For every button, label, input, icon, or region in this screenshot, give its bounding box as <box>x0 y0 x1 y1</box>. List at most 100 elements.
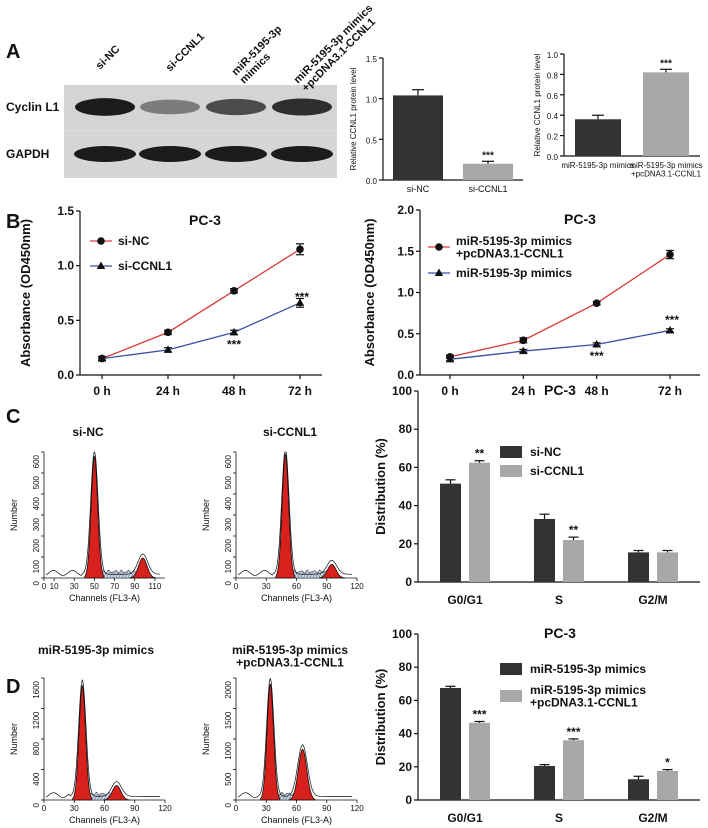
x-category-label: G2/M <box>638 593 667 607</box>
y-axis-label: Number <box>9 499 19 531</box>
x-axis-label: Channels (FL3-A) <box>69 593 140 603</box>
y-tick-label: 0 <box>32 802 41 807</box>
data-point-circle <box>296 245 304 254</box>
x-category-label: G0/G1 <box>447 811 483 825</box>
bar <box>469 462 490 582</box>
x-tick-label: 72 h <box>288 384 312 398</box>
significance-mark: *** <box>227 338 241 352</box>
significance-mark: *** <box>482 150 494 161</box>
legend-swatch <box>500 690 522 702</box>
y-tick-label: 800 <box>32 741 41 755</box>
s-phase-hatch <box>306 572 310 579</box>
data-point-triangle <box>592 339 601 348</box>
histogram-title: si-CCNL1 <box>263 425 317 439</box>
y-tick-label: 500 <box>224 772 233 786</box>
data-point-triangle <box>295 298 305 306</box>
gapdh-band <box>74 146 136 162</box>
y-tick-label: 0.4 <box>547 112 559 121</box>
x-tick-label: 48 h <box>222 384 246 398</box>
series-line <box>449 254 671 358</box>
y-tick-label: 0 <box>224 802 233 807</box>
y-tick-label: 60 <box>399 693 413 707</box>
s-phase-hatch <box>303 572 307 579</box>
histogram-outline <box>45 451 160 576</box>
significance-mark: ** <box>569 523 579 537</box>
x-tick-label: 0 h <box>93 384 110 398</box>
bar <box>657 552 678 582</box>
y-tick-label: 80 <box>399 422 413 436</box>
cyclin-band <box>206 98 266 116</box>
legend-marker <box>97 237 105 245</box>
y-tick-label: 1600 <box>32 680 41 698</box>
bar <box>657 770 678 800</box>
y-axis-label: Number <box>9 723 19 755</box>
bar <box>628 552 649 582</box>
significance-mark: *** <box>472 707 486 721</box>
y-tick-label: 0 <box>405 793 412 807</box>
histogram-outline <box>45 679 160 798</box>
y-tick-label: 0.5 <box>366 136 378 145</box>
bar <box>563 740 584 800</box>
y-tick-label: 300 <box>32 517 41 531</box>
y-axis-label: Distribution (%) <box>373 438 388 535</box>
x-tick-label: 120 <box>350 804 364 813</box>
data-point-triangle <box>163 345 173 353</box>
data-point-circle <box>519 336 528 345</box>
lane-label: miR-5195-3p mimics+pcDNA3.1-CCNL1 <box>292 2 384 94</box>
legend-swatch <box>500 663 522 675</box>
histogram-outline <box>237 678 352 798</box>
x-tick-label: 48 h <box>585 384 609 398</box>
x-tick-label: 110 <box>149 582 162 591</box>
g2-peak <box>289 748 316 801</box>
y-tick-label: 0 <box>32 580 41 585</box>
series-line <box>101 248 301 360</box>
y-axis-label: Absorbance (OD450nm) <box>18 219 33 367</box>
data-point-triangle <box>97 354 107 362</box>
x-tick-label: 0 <box>234 804 239 813</box>
y-tick-label: 20 <box>399 760 413 774</box>
row-label-cyclin-l1: Cyclin L1 <box>6 100 60 114</box>
y-tick-label: 60 <box>399 460 413 474</box>
bar <box>440 483 461 582</box>
data-point-triangle <box>519 346 528 355</box>
y-tick-label: 0.6 <box>547 92 559 101</box>
cyclin-band <box>75 98 135 116</box>
series-line <box>101 302 301 360</box>
y-axis-label: Absorbance (OD450nm) <box>362 218 377 366</box>
y-tick-label: 400 <box>224 496 233 510</box>
y-tick-label: 0.0 <box>397 368 414 382</box>
x-tick-label: 90 <box>322 804 331 813</box>
x-category-label: G2/M <box>638 811 667 825</box>
y-axis-label: Number <box>201 499 211 531</box>
x-axis-label: Channels (FL3-A) <box>261 593 332 603</box>
y-tick-label: 0.0 <box>57 368 74 382</box>
y-tick-label: 0.2 <box>547 133 559 142</box>
g2-peak <box>129 557 157 579</box>
y-tick-label: 300 <box>224 517 233 531</box>
y-axis-label: Distribution (%) <box>373 669 388 766</box>
legend-label: si-NC <box>530 445 562 459</box>
y-tick-label: 100 <box>392 627 412 641</box>
y-tick-label: 1.5 <box>366 55 378 64</box>
western-blot <box>64 85 337 178</box>
s-phase-hatch <box>315 572 319 579</box>
chart-title: PC-3 <box>544 625 576 641</box>
g2-peak <box>318 563 346 579</box>
significance-mark: *** <box>590 349 604 363</box>
legend-marker <box>435 243 443 251</box>
y-tick-label: 500 <box>32 475 41 489</box>
y-tick-label: 1.5 <box>57 204 74 218</box>
panel-label-d: D <box>6 676 20 698</box>
significance-mark: *** <box>660 58 672 69</box>
bar <box>440 687 461 800</box>
s-phase-hatch <box>103 794 107 801</box>
s-phase-hatch <box>118 572 122 579</box>
y-tick-label: 1500 <box>224 711 233 729</box>
y-tick-label: 0.0 <box>547 153 559 162</box>
x-tick-label: 0 <box>42 582 47 591</box>
y-tick-label: 2.0 <box>397 203 414 217</box>
lane-label: miR-5195-3pmimics <box>230 23 293 86</box>
cyclin-band <box>272 98 332 116</box>
x-tick-label: 120 <box>350 582 364 591</box>
legend-label: si-CCNL1 <box>530 464 584 478</box>
